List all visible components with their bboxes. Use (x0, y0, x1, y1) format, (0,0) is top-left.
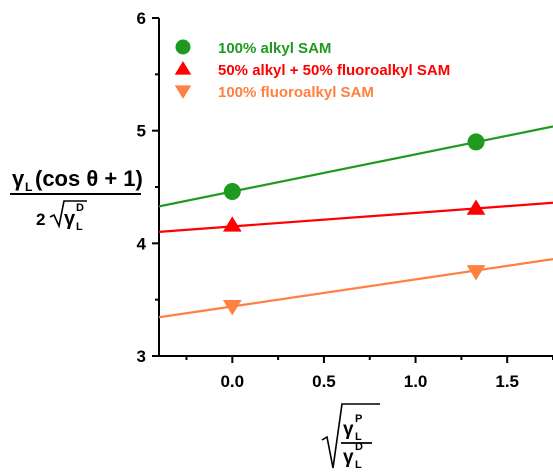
x-tick-label: 0.5 (312, 372, 336, 391)
x-tick-label: 1.0 (404, 372, 428, 391)
data-point-series-1 (223, 183, 241, 201)
fit-line-series-2 (159, 201, 553, 233)
xlabel-denominator-superscript: D (355, 441, 363, 453)
xlabel-denominator-gamma: γ (343, 447, 354, 468)
ylabel-two: 2 (36, 210, 45, 229)
ylabel-sqrt-gamma-superscript: D (76, 202, 84, 214)
data-point-series-2 (222, 216, 242, 232)
xlabel-numerator-gamma: γ (343, 419, 354, 440)
y-tick-label: 5 (137, 122, 146, 141)
ylabel-gamma: γ (12, 166, 25, 191)
fit-line-series-3 (159, 258, 553, 319)
legend-label-series-1: 100% alkyl SAM (218, 40, 331, 57)
xlabel-numerator-subscript: L (355, 431, 362, 443)
data-point-series-2 (466, 199, 486, 215)
axes: 3 4 5 6 0.0 0.5 1.0 1.5 (137, 9, 553, 391)
y-tick-label: 3 (137, 347, 146, 366)
legend-label-series-3: 100% fluoroalkyl SAM (218, 84, 374, 101)
ylabel-sqrt-gamma-subscript: L (76, 221, 83, 233)
fit-lines (159, 125, 553, 319)
y-tick-label: 6 (137, 9, 146, 28)
xlabel-denominator-subscript: L (355, 459, 362, 471)
y-tick-label: 4 (137, 234, 147, 253)
ylabel-sqrt-sign (49, 200, 87, 229)
legend-marker-series-1 (175, 39, 191, 55)
xlabel-sqrt-sign (321, 403, 380, 469)
x-tick-label: 0.0 (220, 372, 244, 391)
data-point-series-1 (467, 133, 485, 151)
data-point-series-3 (466, 265, 486, 281)
data-point-series-3 (222, 300, 242, 316)
y-axis-label: γ L (cos θ + 1) 2 γ L D (10, 166, 143, 233)
legend-marker-series-3 (174, 85, 192, 99)
fit-line-series-1 (159, 125, 553, 208)
ylabel-parenthetical: (cos θ + 1) (35, 166, 143, 191)
legend-label-series-2: 50% alkyl + 50% fluoroalkyl SAM (218, 62, 450, 79)
x-tick-label: 1.5 (495, 372, 519, 391)
xlabel-numerator-superscript: P (355, 413, 362, 425)
data-markers (222, 133, 486, 316)
ylabel-sqrt-gamma: γ (64, 208, 76, 230)
ylabel-gamma-subscript: L (25, 180, 32, 194)
legend-marker-series-2 (174, 61, 192, 75)
legend: 100% alkyl SAM 50% alkyl + 50% fluoroalky… (174, 39, 450, 101)
x-axis-label: γ L P γ L D (321, 403, 380, 471)
